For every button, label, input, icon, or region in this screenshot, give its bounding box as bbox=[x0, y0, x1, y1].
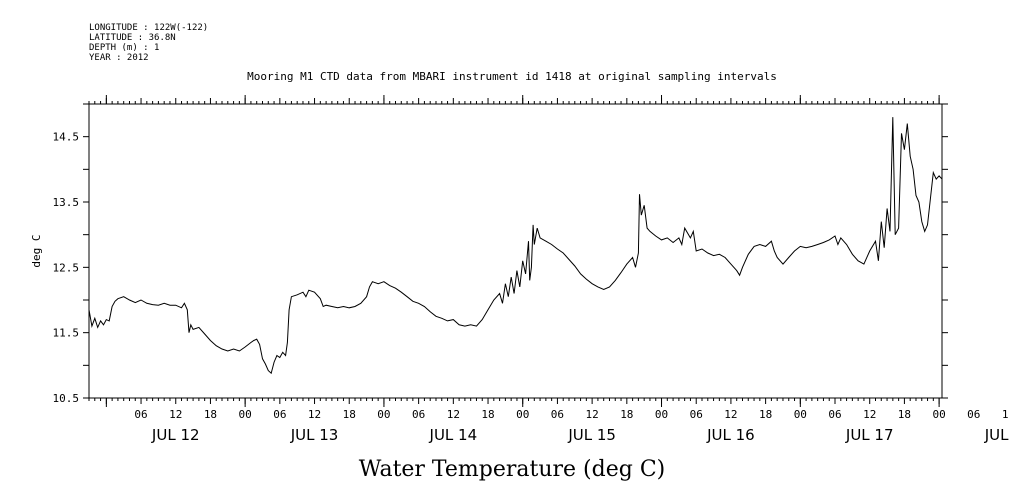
y-axis-label: deg C bbox=[30, 234, 43, 267]
x-tick-label: 12 bbox=[586, 408, 599, 421]
x-tick-label: 18 bbox=[620, 408, 633, 421]
y-tick-labels: 10.5 11.5 12.5 13.5 14.5 bbox=[53, 131, 80, 405]
x-day-label: JUL 14 bbox=[429, 426, 478, 444]
x-tick-label: 12 bbox=[308, 408, 321, 421]
x-tick-label: 12 bbox=[863, 408, 876, 421]
x-day-labels: JUL 12 JUL 13 JUL 14 JUL 15 JUL 16 JUL 17 JUL … bbox=[151, 426, 1009, 444]
x-tick-label: 06 bbox=[690, 408, 703, 421]
x-tick-label: 06 bbox=[967, 408, 980, 421]
x-tick-label: 00 bbox=[794, 408, 807, 421]
x-tick-label: 12 bbox=[724, 408, 737, 421]
x-tick-label: 12 bbox=[447, 408, 460, 421]
x-tick-label: 18 bbox=[481, 408, 494, 421]
y-tick-label: 10.5 bbox=[53, 392, 80, 405]
plot-frame bbox=[88, 103, 943, 399]
x-tick-label: 18 bbox=[343, 408, 356, 421]
x-day-label: JUL 18 bbox=[984, 426, 1009, 444]
x-day-label: JUL 12 bbox=[151, 426, 200, 444]
x-day-label: JUL 15 bbox=[567, 426, 616, 444]
x-tick-label: 06 bbox=[273, 408, 286, 421]
x-tick-label: 12 bbox=[1002, 408, 1009, 421]
x-tick-label: 00 bbox=[377, 408, 390, 421]
x-tick-labels: 06 12 18 00 06 12 18 00 06 12 18 00 06 12 18 00 06 12 18 00… bbox=[134, 408, 1009, 421]
x-tick-label: 00 bbox=[655, 408, 668, 421]
x-tick-label: 06 bbox=[134, 408, 147, 421]
x-tick-label: 00 bbox=[239, 408, 252, 421]
x-tick-label: 00 bbox=[932, 408, 945, 421]
x-tick-label: 06 bbox=[828, 408, 841, 421]
axis-ticks bbox=[83, 95, 948, 407]
x-tick-label: 06 bbox=[551, 408, 564, 421]
meta-depth: DEPTH (m) : 1 bbox=[89, 43, 159, 53]
y-tick-label: 12.5 bbox=[53, 261, 80, 274]
meta-year: YEAR : 2012 bbox=[89, 53, 149, 63]
x-axis-label: Water Temperature (deg C) bbox=[359, 457, 666, 482]
y-tick-label: 11.5 bbox=[53, 327, 80, 340]
y-tick-label: 13.5 bbox=[53, 196, 80, 209]
series-line bbox=[88, 117, 943, 375]
meta-latitude: LATITUDE : 36.8N bbox=[89, 33, 176, 43]
x-tick-label: 06 bbox=[412, 408, 425, 421]
x-tick-label: 00 bbox=[516, 408, 529, 421]
x-tick-label: 18 bbox=[204, 408, 217, 421]
x-day-label: JUL 13 bbox=[290, 426, 339, 444]
x-day-label: JUL 16 bbox=[706, 426, 755, 444]
chart-title: Mooring M1 CTD data from MBARI instrumen… bbox=[247, 70, 777, 83]
y-tick-label: 14.5 bbox=[53, 131, 80, 144]
x-tick-label: 18 bbox=[898, 408, 911, 421]
meta-longitude: LONGITUDE : 122W(-122) bbox=[89, 23, 208, 33]
x-tick-label: 12 bbox=[169, 408, 182, 421]
x-tick-label: 18 bbox=[759, 408, 772, 421]
x-day-label: JUL 17 bbox=[845, 426, 894, 444]
